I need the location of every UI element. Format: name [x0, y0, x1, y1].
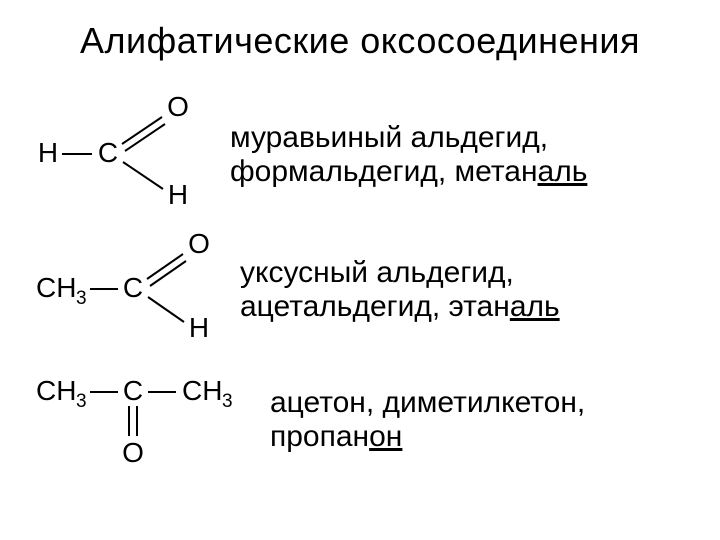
- acetone-svg: CH 3 C CH 3 O: [30, 362, 270, 472]
- svg-text:C: C: [123, 272, 143, 303]
- desc-acetaldehyde-line2-suffix: аль: [510, 290, 560, 323]
- desc-acetone-line2: пропанон: [270, 420, 690, 454]
- compound-row-acetaldehyde: CH 3 C O H уксусный альдегид, ацетальдег…: [30, 227, 690, 352]
- desc-formaldehyde-line2: формальдегид, метаналь: [230, 155, 690, 189]
- structure-acetone: CH 3 C CH 3 O: [30, 362, 270, 477]
- svg-text:C: C: [123, 375, 143, 406]
- desc-formaldehyde-line2-prefix: формальдегид, метан: [230, 155, 538, 188]
- svg-text:H: H: [168, 179, 188, 210]
- compound-row-formaldehyde: H C O H муравьиный альдегид, формальдеги…: [30, 92, 690, 217]
- desc-acetaldehyde-line2: ацетальдегид, этаналь: [240, 290, 690, 324]
- desc-acetaldehyde-line2-prefix: ацетальдегид, этан: [240, 290, 510, 323]
- desc-acetone-line1: ацетон, диметилкетон,: [270, 386, 690, 420]
- desc-acetaldehyde-line1: уксусный альдегид,: [240, 256, 690, 290]
- desc-acetone-line2-suffix: он: [369, 420, 402, 453]
- svg-text:C: C: [98, 137, 118, 168]
- svg-text:CH: CH: [36, 375, 76, 406]
- desc-acetone-line2-prefix: пропан: [270, 420, 369, 453]
- slide-root: Алифатические оксосоединения H C O H мур…: [0, 0, 720, 540]
- svg-text:3: 3: [76, 288, 87, 309]
- structure-acetaldehyde: CH 3 C O H: [30, 227, 220, 352]
- desc-acetaldehyde: уксусный альдегид, ацетальдегид, этаналь: [220, 256, 690, 324]
- svg-text:O: O: [167, 92, 189, 122]
- svg-text:3: 3: [76, 391, 87, 412]
- acetaldehyde-svg: CH 3 C O H: [30, 227, 220, 347]
- svg-text:3: 3: [222, 391, 233, 412]
- desc-formaldehyde-line1: муравьиный альдегид,: [230, 121, 690, 155]
- structure-formaldehyde: H C O H: [30, 92, 220, 217]
- slide-title: Алифатические оксосоединения: [30, 20, 690, 62]
- compound-row-acetone: CH 3 C CH 3 O ацетон, диметилкетон, проп…: [30, 362, 690, 477]
- svg-text:H: H: [38, 137, 58, 168]
- desc-acetone: ацетон, диметилкетон, пропанон: [270, 386, 690, 454]
- svg-text:O: O: [188, 228, 210, 259]
- desc-formaldehyde-line2-suffix: аль: [538, 155, 588, 188]
- svg-text:H: H: [189, 312, 209, 343]
- svg-text:O: O: [122, 437, 144, 468]
- formaldehyde-svg: H C O H: [30, 92, 220, 212]
- svg-text:CH: CH: [182, 375, 222, 406]
- desc-formaldehyde: муравьиный альдегид, формальдегид, метан…: [220, 121, 690, 189]
- svg-text:CH: CH: [36, 272, 76, 303]
